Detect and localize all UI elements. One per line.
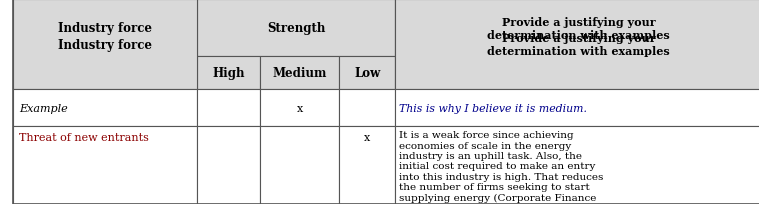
- Bar: [395, 0, 759, 90]
- Bar: [339, 57, 395, 90]
- Bar: [395, 126, 759, 204]
- Text: Medium: Medium: [272, 67, 327, 80]
- Text: High: High: [213, 67, 245, 80]
- Bar: [260, 90, 339, 126]
- Text: x: x: [364, 133, 370, 143]
- Bar: [14, 90, 197, 126]
- Text: x: x: [297, 103, 303, 113]
- Text: Provide a justifying your
determination with examples: Provide a justifying your determination …: [487, 17, 670, 40]
- Bar: [197, 57, 260, 90]
- Bar: [197, 0, 395, 57]
- Bar: [395, 57, 759, 90]
- Bar: [197, 90, 260, 126]
- Text: Low: Low: [354, 67, 380, 80]
- Bar: [14, 57, 197, 90]
- Bar: [197, 126, 260, 204]
- Text: Threat of new entrants: Threat of new entrants: [20, 133, 150, 143]
- Text: Industry force: Industry force: [58, 22, 152, 35]
- Text: This is why I believe it is medium.: This is why I believe it is medium.: [399, 103, 587, 113]
- Bar: [14, 0, 197, 57]
- Bar: [14, 0, 197, 90]
- Text: Strength: Strength: [267, 22, 325, 35]
- Text: Industry force: Industry force: [58, 38, 152, 51]
- Bar: [395, 0, 759, 57]
- Text: It is a weak force since achieving
economies of scale in the energy
industry is : It is a weak force since achieving econo…: [399, 131, 603, 202]
- Text: Provide a justifying your
determination with examples: Provide a justifying your determination …: [487, 33, 670, 57]
- Bar: [260, 57, 339, 90]
- Bar: [260, 126, 339, 204]
- Bar: [395, 90, 759, 126]
- Text: Example: Example: [20, 103, 68, 113]
- Bar: [14, 126, 197, 204]
- Bar: [339, 126, 395, 204]
- Bar: [339, 90, 395, 126]
